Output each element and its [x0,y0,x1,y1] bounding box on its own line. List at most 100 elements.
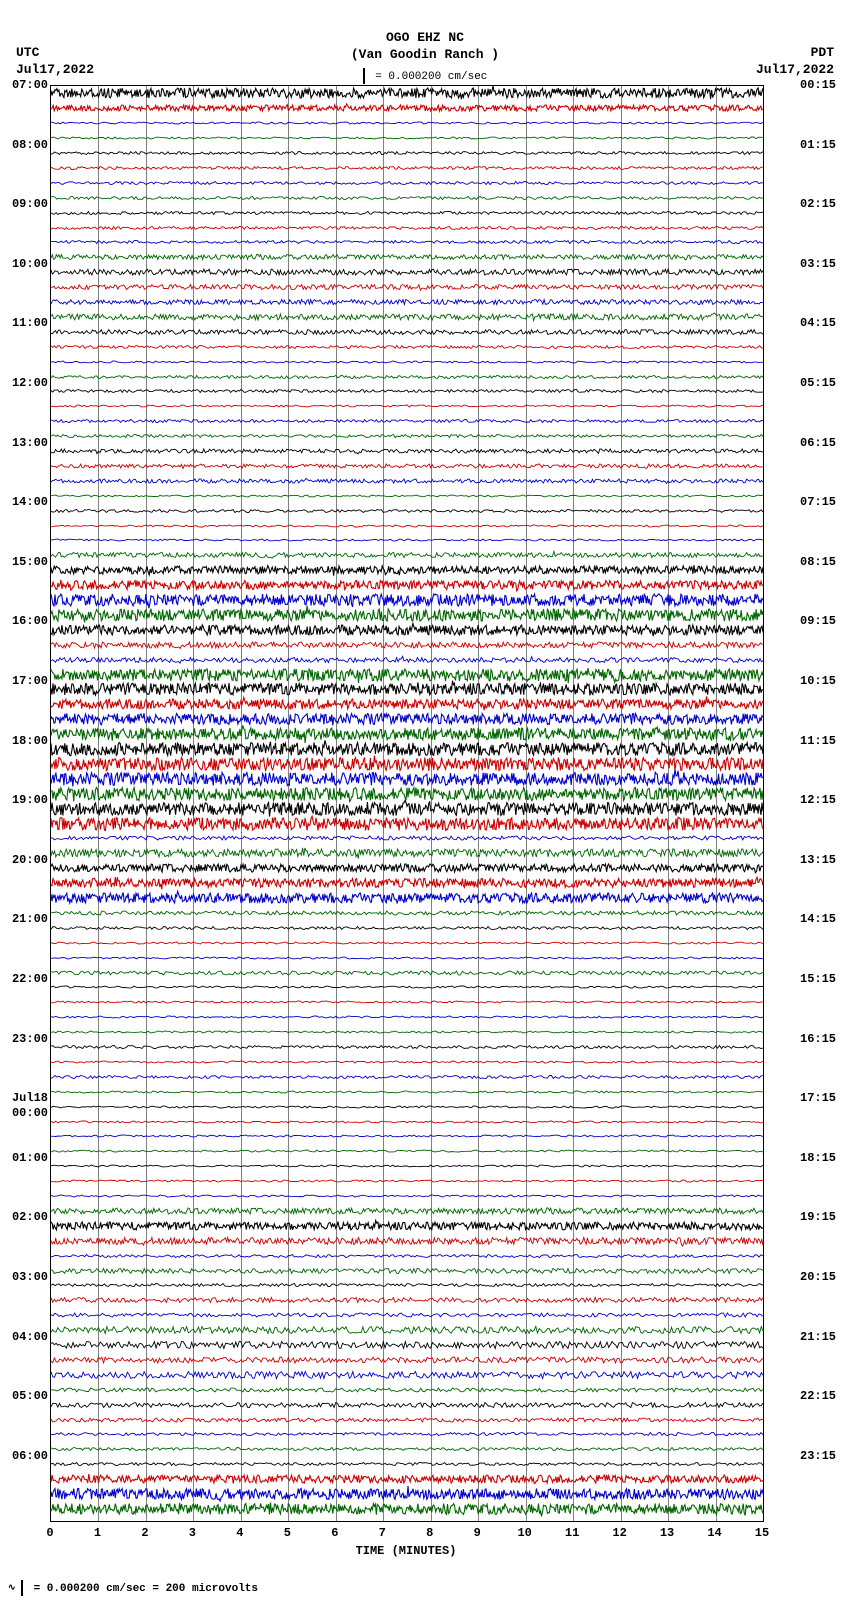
seismic-trace [51,511,763,512]
utc-time-label: 01:00 [12,1152,48,1164]
pdt-time-label: 09:15 [800,615,836,627]
pdt-time-label: 23:15 [800,1450,836,1462]
tz-left-label: UTC [16,45,94,62]
header-scale-text: = 0.000200 cm/sec [375,71,487,83]
seismic-trace [51,466,763,467]
x-tick-label: 11 [565,1526,579,1540]
seismic-trace [51,168,763,169]
seismic-trace [51,749,763,750]
footer-scale: ∿ = 0.000200 cm/sec = 200 microvolts [8,1580,258,1596]
pdt-time-label: 14:15 [800,913,836,925]
x-tick-label: 12 [612,1526,626,1540]
pdt-time-label: 12:15 [800,794,836,806]
utc-time-label: 03:00 [12,1271,48,1283]
utc-time-label: Jul18 [12,1092,48,1104]
seismic-trace [51,1420,763,1421]
seismic-trace [51,1032,763,1033]
seismic-trace [51,1196,763,1197]
pdt-time-label: 11:15 [800,735,836,747]
pdt-time-label: 04:15 [800,317,836,329]
seismic-trace [51,1136,763,1137]
scale-bar-icon [363,68,365,84]
seismic-trace [51,213,763,214]
seismic-trace [51,287,763,288]
seismic-trace [51,1390,763,1391]
seismic-trace [51,1449,763,1450]
utc-time-label: 05:00 [12,1390,48,1402]
seismic-trace [51,1360,763,1361]
seismic-trace [51,540,763,541]
seismic-trace [51,108,763,109]
utc-time-label: 16:00 [12,615,48,627]
x-tick-label: 3 [189,1526,196,1540]
seismic-trace [51,391,763,392]
x-tick-label: 10 [517,1526,531,1540]
seismic-trace [51,943,763,944]
pdt-time-label: 21:15 [800,1331,836,1343]
pdt-time-label: 15:15 [800,973,836,985]
x-tick-label: 8 [426,1526,433,1540]
seismic-trace [51,228,763,229]
utc-time-label: 08:00 [12,139,48,151]
seismic-trace [51,853,763,854]
seismic-trace [51,585,763,586]
pdt-time-label: 22:15 [800,1390,836,1402]
x-tick-label: 4 [236,1526,243,1540]
x-tick-label: 1 [94,1526,101,1540]
seismic-trace [51,928,763,929]
seismic-trace [51,838,763,839]
seismic-trace [51,421,763,422]
seismic-trace [51,123,763,124]
seismic-trace [51,824,763,825]
pdt-time-label: 10:15 [800,675,836,687]
utc-time-label: 11:00 [12,317,48,329]
seismic-trace [51,868,763,869]
seismic-trace [51,272,763,273]
station-code: OGO EHZ NC [0,30,850,47]
seismic-trace [51,1345,763,1346]
pdt-time-label: 19:15 [800,1211,836,1223]
seismic-trace [51,317,763,318]
pdt-time-label: 06:15 [800,437,836,449]
footer-scale-text: = 0.000200 cm/sec = 200 microvolts [34,1583,258,1595]
seismic-trace [51,436,763,437]
utc-time-label: 07:00 [12,79,48,91]
utc-time-axis: 07:0008:0009:0010:0011:0012:0013:0014:00… [8,85,48,1520]
seismic-trace [51,1300,763,1301]
seismic-trace [51,1151,763,1152]
seismic-trace [51,734,763,735]
seismic-trace [51,1092,763,1093]
seismic-trace [51,1434,763,1435]
header: OGO EHZ NC (Van Goodin Ranch ) = 0.00020… [0,30,850,84]
x-tick-label: 14 [707,1526,721,1540]
seismic-trace [51,794,763,795]
utc-time-label: 22:00 [12,973,48,985]
helicorder-plot [50,85,764,1522]
seismic-trace [51,183,763,184]
seismic-trace [51,1017,763,1018]
seismic-trace [51,987,763,988]
seismic-trace [51,1315,763,1316]
utc-time-label: 10:00 [12,258,48,270]
x-tick-label: 2 [141,1526,148,1540]
seismic-trace [51,1077,763,1078]
x-tick-label: 15 [755,1526,769,1540]
utc-time-label: 06:00 [12,1450,48,1462]
utc-time-label: 12:00 [12,377,48,389]
seismic-trace [51,481,763,482]
pdt-time-label: 05:15 [800,377,836,389]
seismic-trace [51,302,763,303]
seismic-trace [51,1271,763,1272]
seismic-trace [51,1494,763,1495]
seismic-trace [51,704,763,705]
seismic-trace [51,809,763,810]
seismic-trace [51,1256,763,1257]
pdt-time-label: 07:15 [800,496,836,508]
seismic-trace [51,958,763,959]
seismic-trace [51,377,763,378]
seismic-trace [51,555,763,556]
seismic-trace [51,764,763,765]
seismic-trace [51,630,763,631]
seismic-trace [51,496,763,497]
utc-time-label: 15:00 [12,556,48,568]
